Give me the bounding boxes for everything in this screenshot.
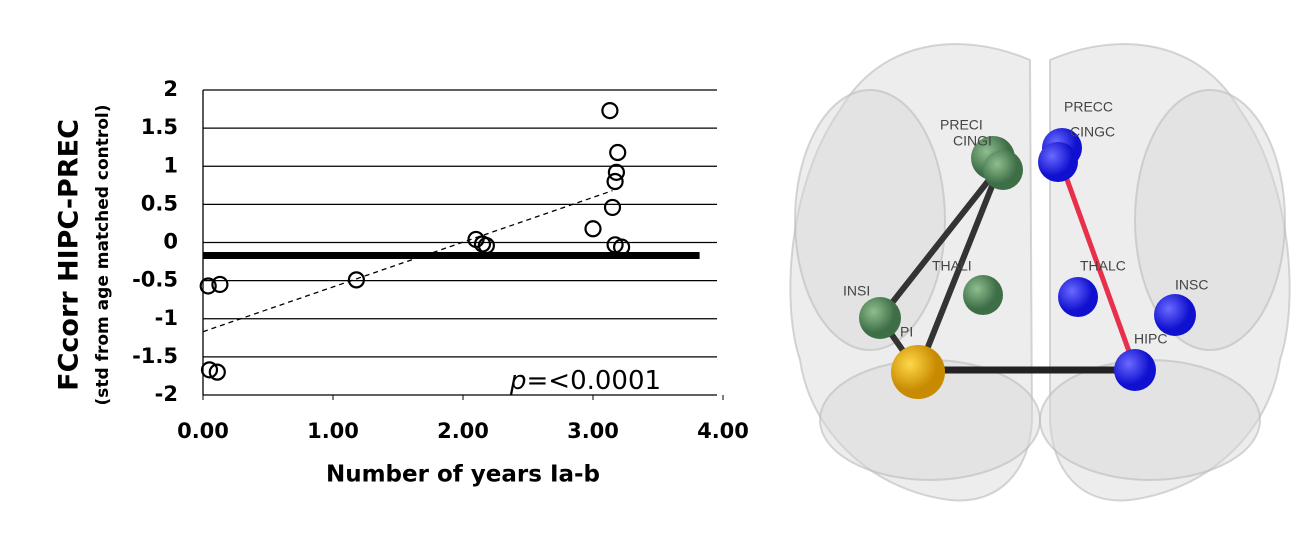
y-tick-label: 1.5 xyxy=(141,115,178,139)
brain-diagram: PRECI CINGI PRECC CINGC INSI PI THALI TH… xyxy=(789,43,1291,502)
node-label: INSI xyxy=(843,283,870,299)
node xyxy=(859,297,901,339)
point xyxy=(211,275,229,294)
brain-shape xyxy=(789,43,1291,502)
x-tick-label: 1.00 xyxy=(307,419,359,443)
node-label: THALC xyxy=(1080,258,1126,274)
annotation-var: p xyxy=(509,366,527,396)
x-tick-label: 0.00 xyxy=(177,419,229,443)
node-label: PI xyxy=(900,324,913,340)
edge xyxy=(877,163,1003,321)
point xyxy=(601,101,619,120)
x-tick-label: 2.00 xyxy=(437,419,489,443)
y-tick-label: -2 xyxy=(155,382,178,406)
annotation-text: =<0.0001 xyxy=(527,366,662,396)
point xyxy=(607,163,626,181)
node-label: CINGI xyxy=(953,133,992,149)
node-label: CINGC xyxy=(1070,124,1115,140)
y-axis-sublabel: (std from age matched control) xyxy=(93,104,113,405)
point xyxy=(208,363,226,381)
edges xyxy=(877,157,1139,375)
node xyxy=(1154,294,1196,336)
point xyxy=(606,172,624,191)
point xyxy=(477,236,495,255)
point xyxy=(347,271,365,289)
y-tick-label: -1 xyxy=(155,306,178,330)
node-label: INSC xyxy=(1175,277,1208,293)
node xyxy=(1038,142,1078,182)
point xyxy=(200,361,219,379)
x-tick-label: 4.00 xyxy=(697,419,749,443)
node-label: PRECI xyxy=(940,117,983,133)
trendline xyxy=(202,190,613,333)
y-tick-label: 2 xyxy=(163,77,178,101)
node xyxy=(891,345,945,399)
node-label: THALI xyxy=(932,258,972,274)
y-tick-label: 0 xyxy=(163,230,178,254)
node xyxy=(1114,349,1156,391)
point xyxy=(199,277,217,295)
node xyxy=(983,150,1023,190)
edge xyxy=(1057,157,1138,371)
y-tick-label: -1.5 xyxy=(132,344,178,368)
y-tick-label: -0.5 xyxy=(132,268,178,292)
y-tick-label: 0.5 xyxy=(141,191,178,215)
x-axis-label: Number of years Ia-b xyxy=(326,462,600,488)
point xyxy=(612,238,631,256)
scatter-plot: 2 1.5 1 0.5 0 -0.5 -1 -1.5 -2 0.00 1.00 2.00 3.00 4.0… xyxy=(132,77,749,443)
node xyxy=(963,275,1003,315)
y-axis-label: FCcorr HIPC-PREC xyxy=(54,119,85,391)
point xyxy=(609,143,627,162)
node-label: HIPC xyxy=(1134,331,1167,347)
edge xyxy=(915,163,1003,375)
annotation: p=<0.0001 xyxy=(509,366,661,396)
point xyxy=(603,198,622,217)
node xyxy=(1058,277,1098,317)
node-label: PRECC xyxy=(1064,99,1113,115)
y-tick-label: 1 xyxy=(163,153,178,177)
x-tick-label: 3.00 xyxy=(567,419,619,443)
point xyxy=(584,220,602,238)
nodes xyxy=(859,128,1196,399)
